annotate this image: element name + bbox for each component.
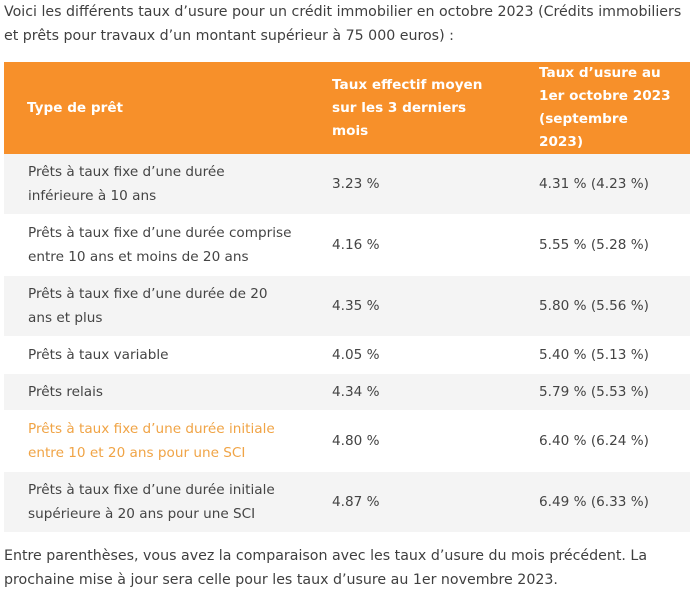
intro-paragraph: Voici les différents taux d’usure pour u… xyxy=(4,4,682,44)
cell-average-rate: 4.87 % xyxy=(306,471,514,533)
cell-usury-rate: 6.49 % (6.33 %) xyxy=(514,471,690,533)
header-usury-rate: Taux d’usure au 1er octobre 2023 (septem… xyxy=(514,62,690,154)
cell-loan-type: Prêts à taux fixe d’une durée comprise e… xyxy=(4,214,306,276)
table-row-highlighted: Prêts à taux fixe d’une durée initiale e… xyxy=(4,410,690,472)
table-row: Prêts à taux variable 4.05 % 5.40 % (5.1… xyxy=(4,336,690,374)
cell-loan-type: Prêts à taux fixe d’une durée de 20 ans … xyxy=(4,275,306,337)
cell-loan-type: Prêts à taux fixe d’une durée initiale e… xyxy=(4,410,306,472)
table-row: Prêts à taux fixe d’une durée initiale s… xyxy=(4,471,690,533)
cell-average-rate: 3.23 % xyxy=(306,154,514,215)
header-loan-type: Type de prêt xyxy=(4,62,306,154)
cell-usury-rate: 5.79 % (5.53 %) xyxy=(514,373,690,411)
cell-usury-rate: 4.31 % (4.23 %) xyxy=(514,154,690,215)
cell-usury-rate: 5.80 % (5.56 %) xyxy=(514,275,690,337)
cell-usury-rate: 5.40 % (5.13 %) xyxy=(514,336,690,374)
cell-usury-rate: 6.40 % (6.24 %) xyxy=(514,410,690,472)
cell-loan-type: Prêts relais xyxy=(4,373,306,411)
usury-rate-table: Type de prêt Taux effectif moyen sur les… xyxy=(4,62,690,533)
cell-average-rate: 4.80 % xyxy=(306,410,514,472)
cell-average-rate: 4.05 % xyxy=(306,336,514,374)
cell-usury-rate: 5.55 % (5.28 %) xyxy=(514,214,690,276)
table-row: Prêts à taux fixe d’une durée inférieure… xyxy=(4,154,690,215)
table-row: Prêts à taux fixe d’une durée de 20 ans … xyxy=(4,275,690,337)
cell-loan-type: Prêts à taux fixe d’une durée initiale s… xyxy=(4,471,306,533)
cell-average-rate: 4.35 % xyxy=(306,275,514,337)
cell-loan-type: Prêts à taux fixe d’une durée inférieure… xyxy=(4,154,306,215)
table-header-row: Type de prêt Taux effectif moyen sur les… xyxy=(4,62,690,154)
table-row: Prêts relais 4.34 % 5.79 % (5.53 %) xyxy=(4,373,690,411)
header-average-rate: Taux effectif moyen sur les 3 derniers m… xyxy=(306,62,514,154)
cell-average-rate: 4.16 % xyxy=(306,214,514,276)
table-row: Prêts à taux fixe d’une durée comprise e… xyxy=(4,214,690,276)
outro-paragraph: Entre parenthèses, vous avez la comparai… xyxy=(4,548,648,588)
cell-average-rate: 4.34 % xyxy=(306,373,514,411)
cell-loan-type: Prêts à taux variable xyxy=(4,336,306,374)
